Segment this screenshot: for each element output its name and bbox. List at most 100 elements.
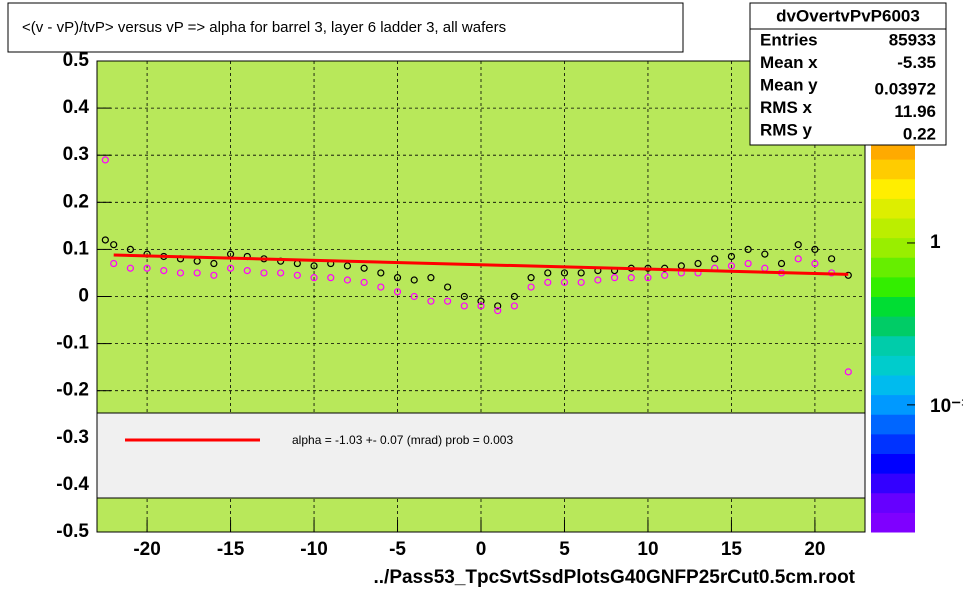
colorbar-cell bbox=[871, 237, 915, 258]
marker bbox=[110, 259, 118, 268]
fit-line bbox=[113, 253, 849, 276]
marker bbox=[577, 278, 585, 286]
marker bbox=[126, 245, 134, 253]
colorbar-cell bbox=[871, 335, 915, 356]
marker bbox=[310, 274, 318, 282]
marker bbox=[377, 269, 385, 277]
x-tick-label: 15 bbox=[721, 539, 743, 560]
stats-label: RMS x bbox=[760, 98, 813, 117]
marker bbox=[160, 266, 168, 275]
marker bbox=[110, 241, 118, 249]
x-tick-label: -20 bbox=[133, 539, 160, 560]
colorbar-cell bbox=[871, 198, 915, 219]
colorbar-cell bbox=[871, 178, 915, 199]
marker bbox=[143, 264, 151, 272]
stats-label: RMS y bbox=[760, 120, 813, 139]
marker bbox=[811, 259, 819, 268]
marker bbox=[661, 271, 669, 279]
marker bbox=[260, 269, 268, 277]
title-box bbox=[7, 2, 684, 53]
marker bbox=[393, 274, 402, 282]
colorbar-cell bbox=[871, 414, 915, 435]
stats-value: 0.03972 bbox=[875, 79, 936, 98]
marker bbox=[527, 274, 535, 282]
x-tick-label: 0 bbox=[476, 539, 487, 560]
stats-value: 11.96 bbox=[894, 102, 936, 121]
stats-label: Mean y bbox=[760, 75, 818, 94]
x-tick-label: 5 bbox=[559, 539, 570, 560]
marker bbox=[277, 269, 285, 277]
marker bbox=[560, 278, 569, 286]
marker bbox=[711, 255, 719, 263]
stats-value: -5.35 bbox=[897, 53, 936, 72]
colorbar-cell bbox=[871, 375, 915, 396]
x-tick-label: -5 bbox=[389, 539, 406, 560]
marker bbox=[494, 307, 502, 315]
legend-text: alpha = -1.03 +- 0.07 (mrad) prob = 0.00… bbox=[292, 433, 513, 447]
colorbar-cell bbox=[871, 453, 915, 474]
marker bbox=[477, 297, 485, 305]
marker bbox=[327, 274, 335, 282]
marker bbox=[293, 271, 301, 279]
marker bbox=[510, 302, 518, 310]
colorbar-cell bbox=[871, 394, 915, 415]
marker bbox=[193, 269, 201, 277]
y-tick-label: 0 bbox=[78, 286, 89, 307]
y-tick-label: -0.3 bbox=[56, 427, 89, 448]
marker bbox=[101, 156, 109, 164]
marker bbox=[410, 292, 418, 301]
colorbar-cell bbox=[871, 355, 915, 376]
marker bbox=[427, 274, 435, 282]
marker bbox=[126, 264, 134, 272]
colorbar-cell bbox=[871, 159, 915, 180]
marker bbox=[243, 266, 251, 275]
y-tick-label: -0.5 bbox=[56, 521, 89, 542]
marker bbox=[460, 302, 468, 310]
marker bbox=[444, 283, 452, 291]
marker bbox=[828, 255, 836, 263]
marker bbox=[176, 269, 185, 277]
marker bbox=[527, 283, 535, 291]
stats-label: Mean x bbox=[760, 53, 818, 72]
marker bbox=[811, 245, 819, 253]
marker bbox=[794, 241, 802, 249]
marker bbox=[727, 262, 736, 270]
marker bbox=[577, 269, 585, 277]
colorbar-label: 10⁻¹ bbox=[930, 396, 963, 417]
y-tick-label: -0.4 bbox=[56, 474, 89, 495]
colorbar-cell bbox=[871, 473, 915, 494]
colorbar-cell bbox=[871, 433, 915, 454]
marker bbox=[310, 262, 318, 270]
stats-label: Entries bbox=[760, 30, 818, 49]
marker bbox=[560, 269, 569, 277]
colorbar-cell bbox=[871, 257, 915, 278]
y-tick-label: 0.3 bbox=[63, 144, 89, 165]
footer: ../Pass53_TpcSvtSsdPlotsG40GNFP25rCut0.5… bbox=[373, 567, 855, 588]
marker bbox=[477, 302, 485, 310]
marker bbox=[744, 245, 752, 253]
marker bbox=[761, 250, 769, 258]
marker bbox=[494, 302, 502, 310]
y-tick-label: 0.4 bbox=[63, 97, 90, 118]
plot-frame bbox=[96, 60, 866, 533]
marker bbox=[343, 276, 352, 284]
marker bbox=[627, 274, 635, 282]
colorbar-cell bbox=[871, 218, 915, 239]
stats-value: 0.22 bbox=[903, 124, 936, 143]
y-tick-label: -0.2 bbox=[56, 380, 89, 401]
colorbar-cell bbox=[871, 296, 915, 317]
marker bbox=[510, 292, 518, 301]
colorbar-label: 1 bbox=[930, 232, 941, 253]
marker bbox=[226, 264, 235, 272]
marker bbox=[377, 283, 385, 291]
marker bbox=[360, 278, 368, 286]
marker bbox=[210, 259, 218, 268]
marker bbox=[544, 278, 552, 286]
marker bbox=[427, 297, 435, 305]
marker bbox=[393, 288, 402, 296]
marker bbox=[610, 274, 619, 282]
y-tick-label: 0.5 bbox=[63, 50, 90, 71]
marker bbox=[694, 259, 702, 268]
colorbar-cell bbox=[871, 492, 915, 513]
